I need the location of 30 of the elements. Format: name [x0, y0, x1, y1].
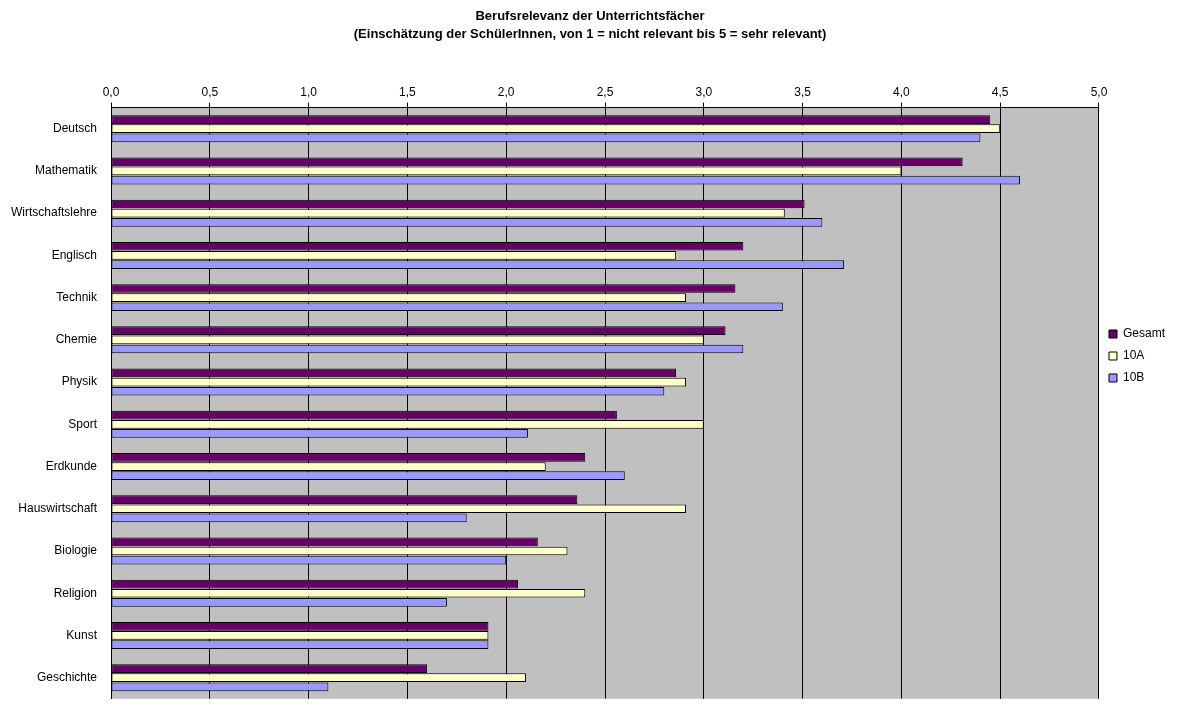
- x-tick-label: 0,5: [201, 84, 219, 99]
- x-tick-label: 4,0: [893, 84, 911, 99]
- y-tick-label: Technik: [56, 289, 99, 304]
- chart-subtitle: (Einschätzung der SchülerInnen, von 1 = nicht relevant bis 5 = sehr relevant): [353, 25, 827, 41]
- y-tick-label: Geschichte: [36, 670, 98, 684]
- x-tick-label: 2,0: [497, 84, 515, 99]
- y-tick-label: Hauswirtschaft: [18, 501, 98, 516]
- x-tick-label: 5,0: [1090, 84, 1108, 99]
- y-tick-label: Chemie: [55, 332, 98, 347]
- x-tick-label: 0,0: [102, 84, 120, 99]
- y-tick-label: Erdkunde: [45, 458, 98, 473]
- y-tick-label: Kunst: [66, 627, 98, 642]
- x-tick-label: 1,0: [300, 84, 318, 99]
- x-tick-label: 2,5: [596, 84, 614, 99]
- x-tick-label: 4,5: [991, 84, 1009, 99]
- y-tick-label: Wirtschaftslehre: [10, 205, 98, 220]
- legend-label: 10A: [1122, 348, 1145, 363]
- y-tick-label: Physik: [61, 374, 99, 389]
- y-tick-label: Biologie: [54, 543, 98, 558]
- x-tick-label: 3,0: [695, 84, 713, 99]
- y-tick-label: Sport: [68, 416, 98, 431]
- legend-label: Gesamt: [1122, 326, 1166, 341]
- legend-label: 10B: [1122, 370, 1145, 385]
- y-tick-label: Religion: [53, 585, 98, 600]
- chart-title: Berufsrelevanz der Unterrichtsfächer: [475, 8, 705, 24]
- y-tick-label: Mathematik: [34, 163, 99, 178]
- y-tick-label: Deutsch: [52, 121, 98, 136]
- x-tick-label: 3,5: [794, 84, 812, 99]
- x-tick-label: 1,5: [399, 84, 417, 99]
- y-tick-label: Englisch: [51, 247, 98, 262]
